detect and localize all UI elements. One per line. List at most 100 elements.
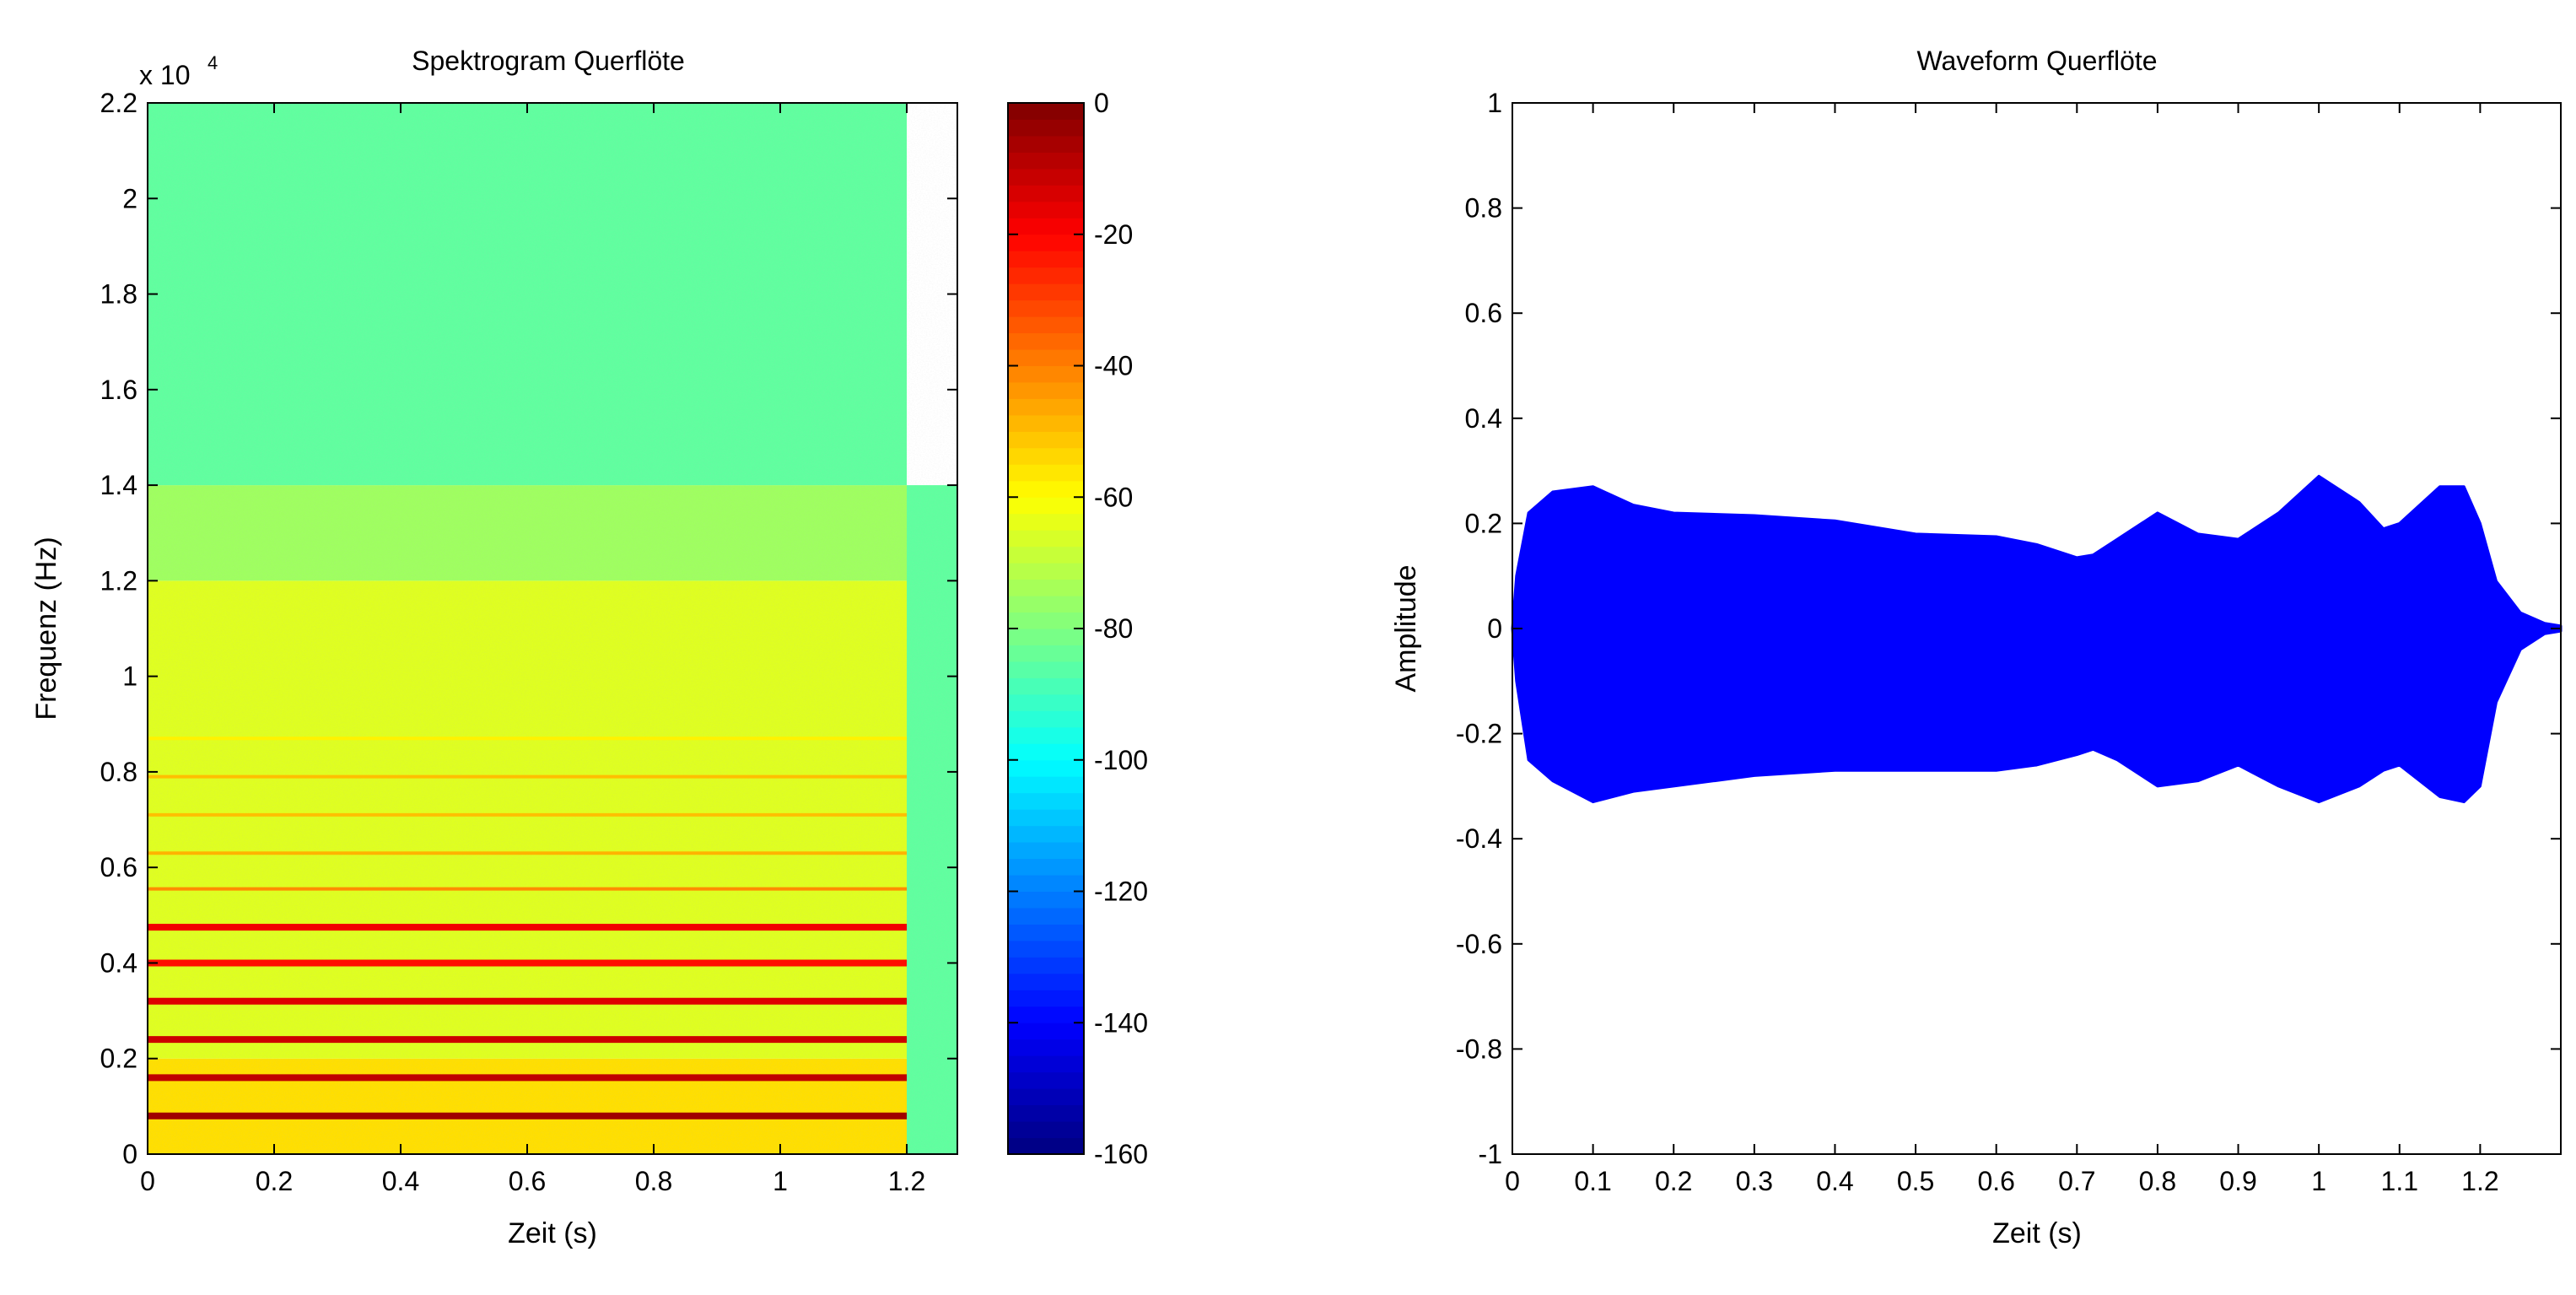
colorbar-band <box>1008 1023 1084 1040</box>
colorbar-band <box>1008 842 1084 860</box>
colorbar-band <box>1008 546 1084 564</box>
colorbar-tick-label: -80 <box>1094 613 1133 644</box>
colorbar-band <box>1008 973 1084 990</box>
colorbar-band <box>1008 135 1084 153</box>
colorbar-band <box>1008 267 1084 284</box>
colorbar-band <box>1008 1055 1084 1073</box>
colorbar-band <box>1008 365 1084 383</box>
colorbar-band <box>1008 103 1084 120</box>
x-tick-label: 0.7 <box>2058 1166 2095 1196</box>
y-tick-label: 1 <box>1487 88 1502 118</box>
y-tick-label: -0.8 <box>1456 1033 1502 1064</box>
colorbar-band <box>1008 234 1084 251</box>
y-tick-label: -0.4 <box>1456 823 1502 854</box>
x-tick-label: 0 <box>1505 1166 1520 1196</box>
x-tick-label: 0.6 <box>509 1166 546 1196</box>
colorbar-band <box>1008 447 1084 465</box>
waveform-envelope <box>1511 474 2563 804</box>
colorbar-band <box>1008 563 1084 580</box>
y-tick-label: 1.8 <box>100 279 137 310</box>
colorbar-band <box>1008 776 1084 794</box>
y-tick-label: 1.2 <box>100 565 137 596</box>
colorbar-band <box>1008 661 1084 678</box>
spectrogram-plot-area <box>148 103 957 1154</box>
colorbar-band <box>1008 645 1084 662</box>
exponent-power: 4 <box>207 52 218 73</box>
x-tick-label: 0.2 <box>1655 1166 1692 1196</box>
spectrogram-x-ticks: 0 0.2 0.4 0.6 0.8 1 1.2 <box>140 103 925 1196</box>
y-tick-label: 0.2 <box>100 1044 137 1074</box>
colorbar-band <box>1008 825 1084 843</box>
spectrogram-title: Spektrogram Querflöte <box>412 46 685 76</box>
colorbar-tick-label: -60 <box>1094 482 1133 512</box>
x-tick-label: 0.8 <box>2139 1166 2176 1196</box>
waveform-title: Waveform Querflöte <box>1916 46 2157 76</box>
colorbar-band <box>1008 891 1084 909</box>
x-tick-label: 0.4 <box>382 1166 419 1196</box>
colorbar-band <box>1008 414 1084 432</box>
y-tick-label: 0.8 <box>100 757 137 787</box>
spectrogram-panel: Spektrogram Querflöte x 10 4 0 0.2 0.4 0.6 0… <box>30 46 1148 1249</box>
colorbar-band <box>1008 218 1084 235</box>
x-tick-label: 0.3 <box>1736 1166 1773 1196</box>
colorbar-band <box>1008 693 1084 711</box>
colorbar-band <box>1008 1039 1084 1056</box>
colorbar-ticks: 0 -20 -40 -60 -80 -100 -120 -140 -160 <box>1008 88 1148 1169</box>
x-tick-label: 1 <box>773 1166 788 1196</box>
colorbar-band <box>1008 792 1084 810</box>
colorbar-bands <box>1008 103 1084 1155</box>
colorbar-band <box>1008 464 1084 482</box>
y-tick-label: 2 <box>122 183 137 213</box>
colorbar-band <box>1008 283 1084 301</box>
colorbar-band <box>1008 579 1084 596</box>
colorbar-tick-label: -100 <box>1094 745 1148 775</box>
y-tick-label: 1 <box>122 661 137 692</box>
colorbar-band <box>1008 710 1084 728</box>
colorbar-band <box>1008 251 1084 268</box>
x-tick-label: 1.2 <box>2461 1166 2498 1196</box>
spectrogram-y-label: Frequenz (Hz) <box>30 537 62 720</box>
y-tick-label: 0 <box>122 1139 137 1169</box>
colorbar-band <box>1008 940 1084 958</box>
waveform-y-label: Amplitude <box>1390 564 1422 692</box>
y-tick-label: 0.6 <box>1465 298 1502 328</box>
colorbar-tick-label: -140 <box>1094 1007 1148 1038</box>
colorbar-band <box>1008 677 1084 695</box>
colorbar-band <box>1008 1104 1084 1122</box>
x-tick-label: 1.1 <box>2381 1166 2418 1196</box>
colorbar-tick-label: -40 <box>1094 351 1133 381</box>
x-tick-label: 0.4 <box>1816 1166 1853 1196</box>
spectrogram-axes-box <box>147 102 958 1155</box>
y-tick-label: 0 <box>1487 613 1502 644</box>
colorbar-band <box>1008 168 1084 186</box>
x-tick-label: 0.9 <box>2219 1166 2256 1196</box>
colorbar-tick-label: -20 <box>1094 219 1133 250</box>
colorbar-band <box>1008 759 1084 777</box>
colorbar-band <box>1008 596 1084 613</box>
colorbar-band <box>1008 316 1084 334</box>
spectrogram-y-ticks: 0 0.2 0.4 0.6 0.8 1 1.2 1.4 1.6 1.8 2 2.2 <box>100 88 957 1169</box>
colorbar-band <box>1008 431 1084 449</box>
y-tick-label: 1.4 <box>100 470 137 500</box>
colorbar-band <box>1008 957 1084 974</box>
colorbar-band <box>1008 119 1084 137</box>
colorbar-band <box>1008 299 1084 317</box>
x-tick-label: 0.1 <box>1574 1166 1611 1196</box>
colorbar-band <box>1008 530 1084 548</box>
waveform-x-ticks: 0 0.1 0.2 0.3 0.4 0.5 0.6 0.7 0.8 0.9 1 1.1 1.2 <box>1505 103 2499 1196</box>
colorbar-band <box>1008 875 1084 892</box>
waveform-y-ticks: 1 0.8 0.6 0.4 0.2 0 -0.2 -0.4 -0.6 -0.8 -1 <box>1456 88 2561 1169</box>
x-tick-label: 0.2 <box>256 1166 293 1196</box>
colorbar-band <box>1008 480 1084 498</box>
y-tick-label: 0.4 <box>1465 403 1502 434</box>
spectrogram-exponent-label: x 10 4 <box>139 52 218 90</box>
waveform-x-label: Zeit (s) <box>1992 1217 2082 1249</box>
y-tick-label: 0.2 <box>1465 508 1502 538</box>
spectrogram-x-label: Zeit (s) <box>508 1217 597 1249</box>
colorbar-band <box>1008 858 1084 876</box>
x-tick-label: 0.8 <box>635 1166 672 1196</box>
colorbar: 0 -20 -40 -60 -80 -100 -120 -140 -160 <box>1007 88 1148 1169</box>
x-tick-label: 0.5 <box>1897 1166 1934 1196</box>
waveform-plot-area <box>1511 474 2563 804</box>
